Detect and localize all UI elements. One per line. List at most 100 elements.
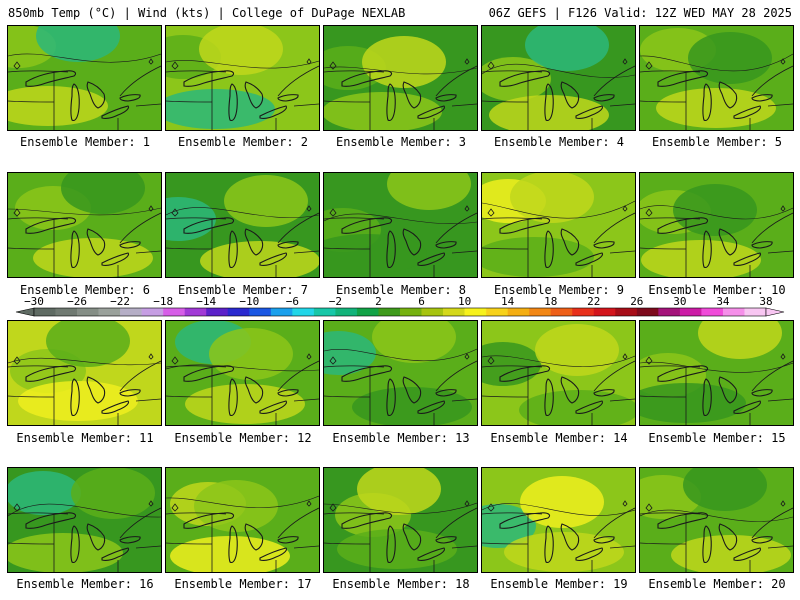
station-marker — [306, 58, 312, 65]
political-border — [593, 507, 635, 539]
great-lake-outline — [417, 252, 446, 266]
great-lake-outline — [560, 376, 580, 404]
ensemble-member-caption: Ensemble Member: 7 — [177, 283, 309, 297]
colorbar-swatch — [572, 308, 595, 316]
colorbar-swatch — [593, 308, 616, 316]
great-lake-outline — [544, 525, 554, 564]
colorbar-swatch — [141, 308, 164, 316]
station-marker — [329, 208, 337, 217]
great-lake-outline — [435, 389, 457, 397]
great-lake-outline — [575, 400, 604, 414]
temperature-region — [8, 86, 108, 126]
political-border — [451, 103, 477, 107]
great-lake-outline — [70, 525, 80, 564]
political-border — [293, 103, 319, 107]
ensemble-member-caption: Ensemble Member: 15 — [648, 431, 786, 445]
colorbar-swatch — [636, 308, 659, 316]
great-lake-outline — [402, 81, 422, 109]
great-lake-outline — [86, 228, 106, 256]
great-lake-outline — [277, 389, 299, 397]
great-lake-outline — [575, 547, 604, 561]
colorbar-tick-label: −30 — [24, 295, 44, 308]
great-lake-outline — [499, 365, 551, 382]
colorbar-tick-label: 26 — [630, 295, 643, 308]
ensemble-member-map — [639, 25, 794, 131]
station-marker — [13, 208, 21, 217]
great-lake-outline — [341, 70, 393, 87]
political-border — [293, 250, 319, 254]
great-lake-outline — [435, 94, 457, 102]
ensemble-member-caption: Ensemble Member: 20 — [648, 577, 786, 591]
great-lake-outline — [417, 400, 446, 414]
political-border — [482, 100, 529, 103]
station-marker — [171, 356, 179, 365]
temperature-region — [489, 95, 609, 130]
great-lake-outline — [244, 228, 264, 256]
ensemble-member-caption: Ensemble Member: 2 — [177, 135, 309, 149]
great-lake-outline — [417, 105, 446, 119]
colorbar-swatch — [335, 308, 358, 316]
political-border — [293, 398, 319, 402]
great-lake-outline — [499, 70, 551, 87]
temperature-region — [46, 321, 130, 367]
great-lake-outline — [259, 400, 288, 414]
ensemble-member-caption: Ensemble Member: 5 — [651, 135, 783, 149]
station-marker — [487, 356, 495, 365]
station-marker — [171, 61, 179, 70]
ensemble-member-map — [323, 172, 478, 278]
ensemble-member-map — [639, 467, 794, 573]
great-lake-outline — [228, 378, 238, 417]
great-lake-outline — [86, 376, 106, 404]
station-marker — [306, 205, 312, 212]
political-border — [640, 100, 687, 103]
great-lake-outline — [25, 70, 77, 87]
station-marker — [622, 500, 628, 507]
great-lake-outline — [259, 547, 288, 561]
great-lake-outline — [733, 547, 762, 561]
political-border — [324, 395, 371, 398]
station-marker — [622, 353, 628, 360]
colorbar-swatch — [464, 308, 487, 316]
temperature-region — [510, 173, 594, 223]
great-lake-outline — [386, 83, 396, 122]
isotherm-contour — [482, 200, 635, 219]
colorbar-tick-label: 34 — [716, 295, 730, 308]
station-marker — [464, 353, 470, 360]
great-lake-outline — [341, 512, 393, 529]
colorbar-swatch — [249, 308, 272, 316]
colorbar-swatch — [378, 308, 401, 316]
political-border — [8, 247, 55, 250]
ensemble-member-caption: Ensemble Member: 1 — [19, 135, 151, 149]
temperature-region — [357, 468, 441, 515]
ensemble-member-map — [323, 320, 478, 426]
political-border — [324, 100, 371, 103]
isotherm-contour — [8, 357, 161, 366]
great-lake-outline — [119, 536, 141, 544]
station-marker — [171, 503, 179, 512]
great-lake-outline — [575, 105, 604, 119]
temperature-region — [8, 471, 81, 515]
ensemble-member-map — [165, 25, 320, 131]
ensemble-member-map — [7, 320, 162, 426]
political-border — [135, 545, 161, 549]
station-marker — [306, 353, 312, 360]
political-border — [640, 395, 687, 398]
great-lake-outline — [575, 252, 604, 266]
great-lake-outline — [386, 525, 396, 564]
great-lake-outline — [560, 228, 580, 256]
great-lake-outline — [119, 94, 141, 102]
political-border — [767, 545, 793, 549]
great-lake-outline — [25, 365, 77, 382]
temperature-region — [683, 468, 767, 511]
station-marker — [780, 205, 786, 212]
great-lake-outline — [544, 378, 554, 417]
colorbar-swatch — [356, 308, 379, 316]
ensemble-member-caption: Ensemble Member: 16 — [16, 577, 154, 591]
great-lake-outline — [702, 525, 712, 564]
station-marker — [13, 356, 21, 365]
colorbar-tick-label: 22 — [587, 295, 600, 308]
isotherm-contour — [482, 355, 635, 367]
great-lake-outline — [560, 81, 580, 109]
political-border — [640, 247, 687, 250]
temperature-region — [18, 381, 138, 421]
